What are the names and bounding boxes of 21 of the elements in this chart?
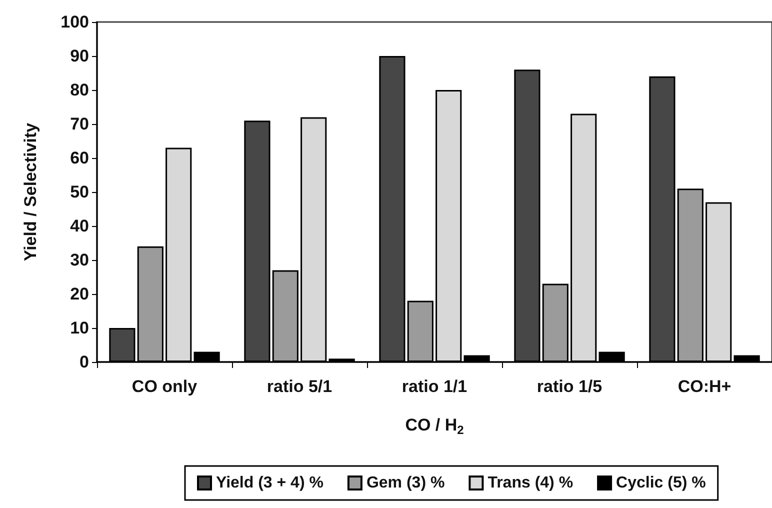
y-tick-label: 40 [70, 216, 89, 236]
legend-label: Yield (3 + 4) % [216, 474, 324, 492]
y-tick-label: 70 [70, 114, 89, 134]
y-tick-label: 30 [70, 250, 89, 270]
legend-label: Cyclic (5) % [616, 474, 706, 492]
y-tick-label: 50 [70, 182, 89, 202]
y-tick-label: 90 [70, 46, 89, 66]
x-tick-label: ratio 1/1 [402, 377, 468, 396]
legend-label: Trans (4) % [488, 474, 574, 492]
y-tick-label: 0 [80, 352, 89, 372]
x-tick-label: ratio 5/1 [266, 377, 332, 396]
y-tick-label: 100 [60, 12, 89, 32]
legend-label: Gem (3) % [366, 474, 445, 492]
y-tick-label: 80 [70, 80, 89, 100]
y-tick-label: 20 [70, 284, 89, 304]
x-tick-label: CO only [132, 377, 198, 396]
x-tick-label: ratio 1/5 [536, 377, 602, 396]
y-tick-label: 60 [70, 148, 89, 168]
y-tick-label: 10 [70, 318, 89, 338]
x-tick-label: CO:H+ [678, 377, 732, 396]
y-axis-title: Yield / Selectivity [21, 122, 40, 262]
